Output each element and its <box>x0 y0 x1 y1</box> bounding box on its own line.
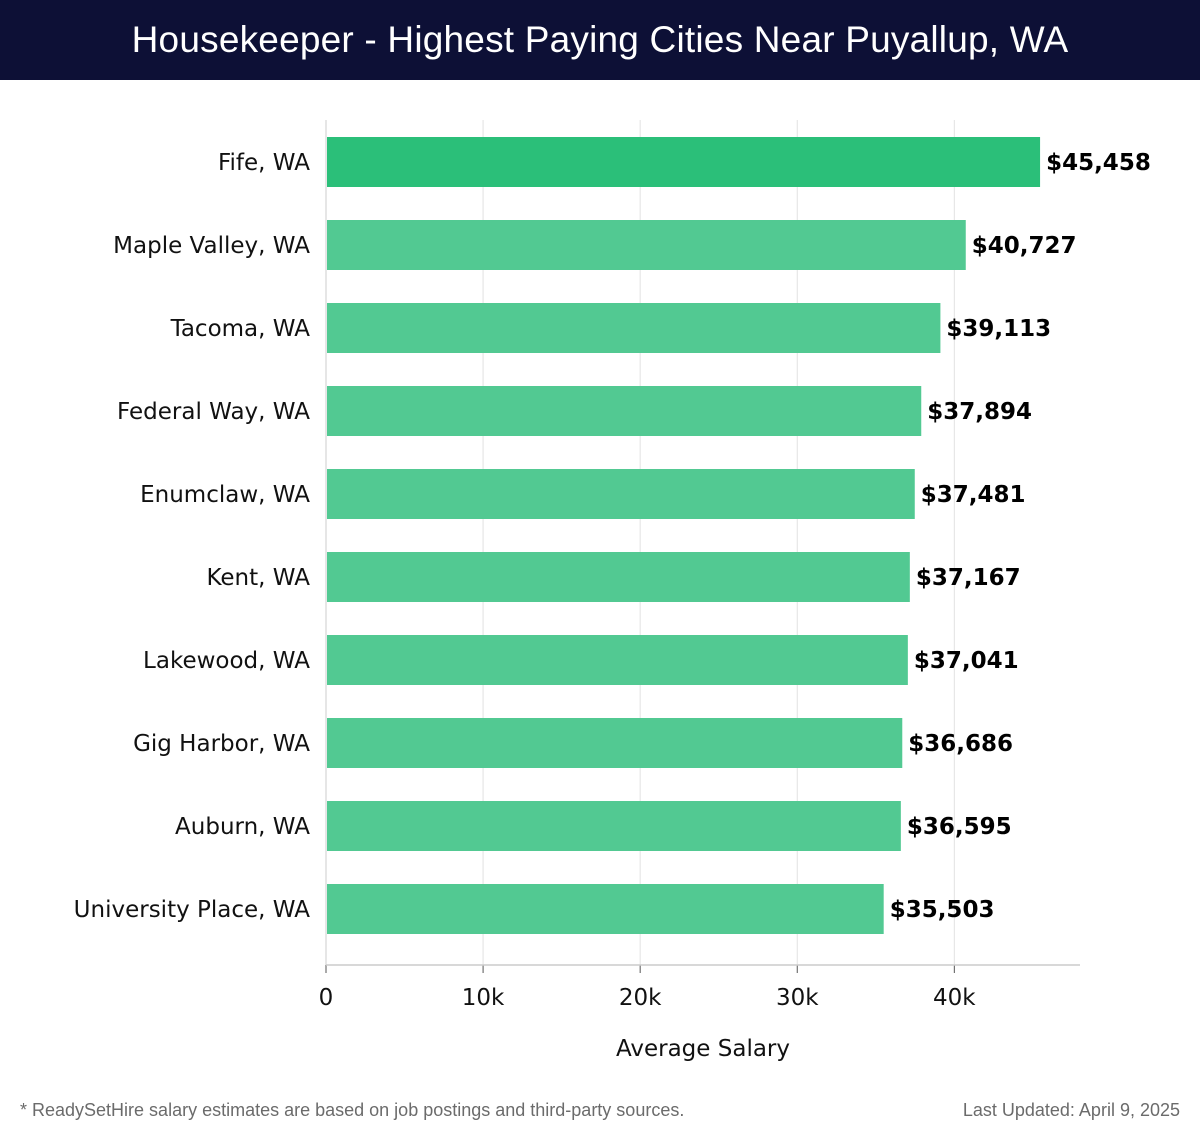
bar-chart: Fife, WA Maple Valley, WA Tacoma, WA Federa… <box>74 120 1151 1062</box>
last-updated: Last Updated: April 9, 2025 <box>962 1100 1180 1120</box>
bar <box>327 137 1041 187</box>
category-label: Gig Harbor, WA <box>133 731 310 757</box>
value-labels: $45,458 $40,727 $39,113 $37,894 $37,481 $37,1… <box>890 150 1151 923</box>
category-label: Auburn, WA <box>175 814 310 840</box>
value-label: $37,167 <box>916 565 1021 591</box>
x-tick-label: 0 <box>319 985 334 1011</box>
value-label: $36,595 <box>907 814 1012 840</box>
bar <box>327 718 903 768</box>
value-label: $39,113 <box>946 316 1051 342</box>
value-label: $35,503 <box>890 897 995 923</box>
category-label: University Place, WA <box>74 897 311 923</box>
value-label: $37,481 <box>921 482 1026 508</box>
bar <box>327 469 915 519</box>
bar <box>327 386 922 436</box>
title-bar: Housekeeper - Highest Paying Cities Near… <box>0 0 1200 80</box>
footer-note: * ReadySetHire salary estimates are base… <box>20 1100 685 1120</box>
x-tick-label: 30k <box>776 985 819 1011</box>
x-tick-label: 10k <box>462 985 505 1011</box>
bar <box>327 552 910 602</box>
bar <box>327 220 966 270</box>
bar <box>327 801 901 851</box>
category-label: Enumclaw, WA <box>140 482 310 508</box>
x-tick-label: 20k <box>619 985 662 1011</box>
bar <box>327 635 908 685</box>
value-label: $37,894 <box>927 399 1032 425</box>
x-axis: 0 10k 20k 30k 40k <box>319 120 1080 1011</box>
category-labels: Fife, WA Maple Valley, WA Tacoma, WA Federa… <box>74 150 311 923</box>
chart-title: Housekeeper - Highest Paying Cities Near… <box>131 19 1069 60</box>
bar <box>327 303 941 353</box>
x-axis-title: Average Salary <box>616 1036 790 1062</box>
category-label: Kent, WA <box>206 565 310 591</box>
category-label: Tacoma, WA <box>170 316 311 342</box>
category-label: Federal Way, WA <box>117 399 310 425</box>
value-label: $40,727 <box>972 233 1077 259</box>
bars <box>327 137 1041 934</box>
category-label: Maple Valley, WA <box>113 233 310 259</box>
bar <box>327 884 884 934</box>
category-label: Lakewood, WA <box>143 648 310 674</box>
value-label: $45,458 <box>1046 150 1151 176</box>
category-label: Fife, WA <box>218 150 310 176</box>
x-tick-label: 40k <box>933 985 976 1011</box>
value-label: $36,686 <box>908 731 1013 757</box>
value-label: $37,041 <box>914 648 1019 674</box>
